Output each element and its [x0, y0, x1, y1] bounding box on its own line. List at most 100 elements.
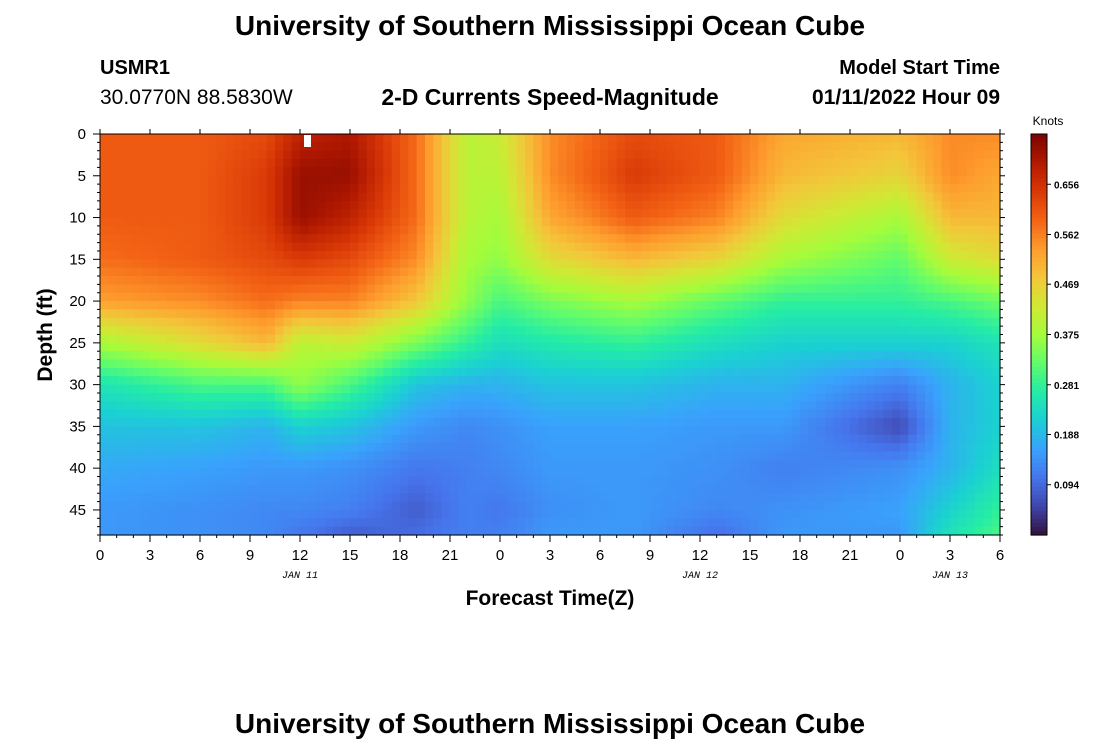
- heatmap-cell: [591, 326, 601, 336]
- heatmap-cell: [583, 259, 593, 269]
- heatmap-cell: [250, 150, 259, 160]
- heatmap-cell: [350, 250, 359, 260]
- heatmap-cell: [383, 359, 393, 369]
- heatmap-cell: [116, 167, 126, 177]
- heatmap-cell: [725, 284, 734, 294]
- heatmap-cell: [825, 150, 834, 160]
- heatmap-cell: [291, 451, 301, 461]
- heatmap-cell: [175, 142, 184, 152]
- heatmap-cell: [891, 250, 901, 260]
- heatmap-cell: [625, 267, 634, 277]
- heatmap-cell: [833, 367, 843, 377]
- heatmap-cell: [708, 276, 718, 285]
- heatmap-cell: [816, 468, 826, 478]
- heatmap-cell: [883, 209, 893, 219]
- heatmap-cell: [825, 142, 834, 152]
- heatmap-cell: [350, 292, 359, 302]
- heatmap-cell: [400, 509, 409, 519]
- heatmap-cell: [941, 501, 951, 511]
- heatmap-cell: [475, 418, 484, 427]
- heatmap-cell: [975, 426, 984, 436]
- heatmap-cell: [125, 192, 134, 202]
- heatmap-cell: [566, 284, 576, 294]
- heatmap-cell: [791, 384, 801, 394]
- heatmap-cell: [308, 359, 318, 369]
- heatmap-cell: [208, 401, 218, 411]
- heatmap-cell: [600, 234, 609, 244]
- heatmap-cell: [558, 267, 568, 277]
- heatmap-cell: [966, 267, 976, 277]
- heatmap-cell: [400, 192, 409, 202]
- heatmap-cell: [383, 493, 393, 503]
- heatmap-cell: [908, 418, 918, 427]
- heatmap-cell: [158, 142, 168, 152]
- heatmap-cell: [458, 468, 468, 478]
- heatmap-cell: [533, 359, 543, 369]
- heatmap-cell: [725, 167, 734, 177]
- heatmap-cell: [125, 392, 134, 402]
- heatmap-cell: [533, 418, 543, 427]
- heatmap-cell: [183, 426, 193, 436]
- heatmap-cell: [200, 476, 209, 486]
- heatmap-cell: [966, 418, 976, 427]
- heatmap-cell: [866, 217, 876, 227]
- heatmap-cell: [366, 459, 376, 469]
- heatmap-cell: [916, 451, 926, 461]
- heatmap-cell: [133, 184, 143, 194]
- heatmap-cell: [325, 142, 334, 152]
- heatmap-cell: [433, 142, 443, 152]
- heatmap-cell: [450, 459, 459, 469]
- heatmap-cell: [925, 309, 934, 319]
- heatmap-cell: [225, 468, 234, 478]
- heatmap-cell: [858, 334, 868, 344]
- heatmap-cell: [758, 359, 768, 369]
- heatmap-cell: [625, 217, 634, 227]
- heatmap-cell: [725, 317, 734, 327]
- heatmap-cell: [808, 267, 818, 277]
- heatmap-cell: [808, 301, 818, 311]
- heatmap-cell: [291, 184, 301, 194]
- heatmap-cell: [516, 175, 526, 185]
- heatmap-cell: [975, 150, 984, 160]
- heatmap-cell: [375, 426, 384, 436]
- heatmap-cell: [408, 276, 418, 285]
- heatmap-cell: [466, 359, 476, 369]
- heatmap-cell: [458, 209, 468, 219]
- heatmap-cell: [791, 317, 801, 327]
- heatmap-cell: [166, 476, 176, 486]
- heatmap-cell: [858, 509, 868, 519]
- heatmap-cell: [575, 142, 584, 152]
- heatmap-cell: [233, 384, 243, 394]
- heatmap-cell: [291, 501, 301, 511]
- heatmap-cell: [933, 192, 943, 202]
- heatmap-cell: [866, 459, 876, 469]
- heatmap-cell: [616, 367, 626, 377]
- heatmap-cell: [716, 309, 726, 319]
- heatmap-cell: [691, 309, 701, 319]
- heatmap-cell: [741, 267, 751, 277]
- heatmap-cell: [816, 434, 826, 444]
- heatmap-cell: [983, 250, 993, 260]
- heatmap-cell: [658, 301, 668, 311]
- heatmap-cell: [125, 342, 134, 352]
- heatmap-cell: [141, 342, 151, 352]
- heatmap-cell: [491, 351, 501, 361]
- heatmap-cell: [475, 392, 484, 402]
- heatmap-cell: [358, 159, 368, 169]
- heatmap-cell: [383, 284, 393, 294]
- heatmap-cell: [166, 384, 176, 394]
- heatmap-cell: [791, 401, 801, 411]
- heatmap-cell: [675, 501, 684, 511]
- heatmap-cell: [358, 134, 368, 143]
- heatmap-cell: [791, 392, 801, 402]
- heatmap-cell: [908, 426, 918, 436]
- heatmap-cell: [283, 501, 293, 511]
- heatmap-cell: [450, 501, 459, 511]
- heatmap-cell: [508, 276, 518, 285]
- heatmap-cell: [600, 459, 609, 469]
- heatmap-cell: [516, 192, 526, 202]
- heatmap-cell: [741, 167, 751, 177]
- heatmap-cell: [641, 376, 651, 386]
- heatmap-cell: [783, 342, 793, 352]
- heatmap-cell: [458, 384, 468, 394]
